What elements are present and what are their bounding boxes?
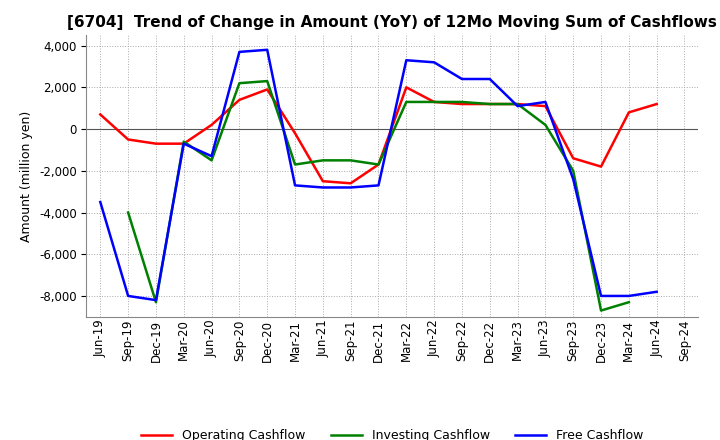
Investing Cashflow — [569, 168, 577, 173]
Free Cashflow — [318, 185, 327, 190]
Investing Cashflow — [541, 122, 550, 128]
Investing Cashflow — [179, 139, 188, 144]
Investing Cashflow — [624, 300, 633, 305]
Investing Cashflow — [458, 99, 467, 105]
Investing Cashflow — [291, 162, 300, 167]
Investing Cashflow — [235, 81, 243, 86]
Operating Cashflow — [124, 137, 132, 142]
Operating Cashflow — [207, 122, 216, 128]
Line: Investing Cashflow: Investing Cashflow — [128, 81, 629, 311]
Free Cashflow — [624, 293, 633, 299]
Free Cashflow — [485, 77, 494, 82]
Operating Cashflow — [235, 97, 243, 103]
Legend: Operating Cashflow, Investing Cashflow, Free Cashflow: Operating Cashflow, Investing Cashflow, … — [136, 425, 649, 440]
Title: [6704]  Trend of Change in Amount (YoY) of 12Mo Moving Sum of Cashflows: [6704] Trend of Change in Amount (YoY) o… — [68, 15, 717, 30]
Free Cashflow — [291, 183, 300, 188]
Free Cashflow — [402, 58, 410, 63]
Free Cashflow — [346, 185, 355, 190]
Line: Free Cashflow: Free Cashflow — [100, 50, 657, 300]
Operating Cashflow — [152, 141, 161, 147]
Operating Cashflow — [652, 101, 661, 106]
Investing Cashflow — [402, 99, 410, 105]
Operating Cashflow — [624, 110, 633, 115]
Investing Cashflow — [207, 158, 216, 163]
Line: Operating Cashflow: Operating Cashflow — [100, 88, 657, 183]
Y-axis label: Amount (million yen): Amount (million yen) — [20, 110, 33, 242]
Operating Cashflow — [179, 141, 188, 147]
Investing Cashflow — [152, 300, 161, 305]
Operating Cashflow — [430, 99, 438, 105]
Operating Cashflow — [569, 156, 577, 161]
Free Cashflow — [124, 293, 132, 299]
Investing Cashflow — [346, 158, 355, 163]
Investing Cashflow — [263, 78, 271, 84]
Free Cashflow — [263, 47, 271, 52]
Investing Cashflow — [485, 101, 494, 106]
Investing Cashflow — [124, 210, 132, 215]
Free Cashflow — [374, 183, 383, 188]
Operating Cashflow — [513, 101, 522, 106]
Free Cashflow — [179, 141, 188, 147]
Free Cashflow — [207, 154, 216, 159]
Operating Cashflow — [402, 85, 410, 90]
Operating Cashflow — [458, 101, 467, 106]
Operating Cashflow — [541, 103, 550, 109]
Operating Cashflow — [318, 179, 327, 184]
Free Cashflow — [652, 289, 661, 294]
Investing Cashflow — [374, 162, 383, 167]
Free Cashflow — [569, 176, 577, 182]
Operating Cashflow — [485, 101, 494, 106]
Operating Cashflow — [597, 164, 606, 169]
Free Cashflow — [430, 60, 438, 65]
Investing Cashflow — [597, 308, 606, 313]
Investing Cashflow — [513, 101, 522, 106]
Free Cashflow — [541, 99, 550, 105]
Investing Cashflow — [318, 158, 327, 163]
Free Cashflow — [96, 199, 104, 205]
Operating Cashflow — [291, 131, 300, 136]
Free Cashflow — [235, 49, 243, 55]
Free Cashflow — [597, 293, 606, 299]
Operating Cashflow — [346, 181, 355, 186]
Free Cashflow — [458, 77, 467, 82]
Operating Cashflow — [374, 162, 383, 167]
Free Cashflow — [513, 103, 522, 109]
Operating Cashflow — [96, 112, 104, 117]
Operating Cashflow — [263, 87, 271, 92]
Investing Cashflow — [430, 99, 438, 105]
Free Cashflow — [152, 297, 161, 303]
